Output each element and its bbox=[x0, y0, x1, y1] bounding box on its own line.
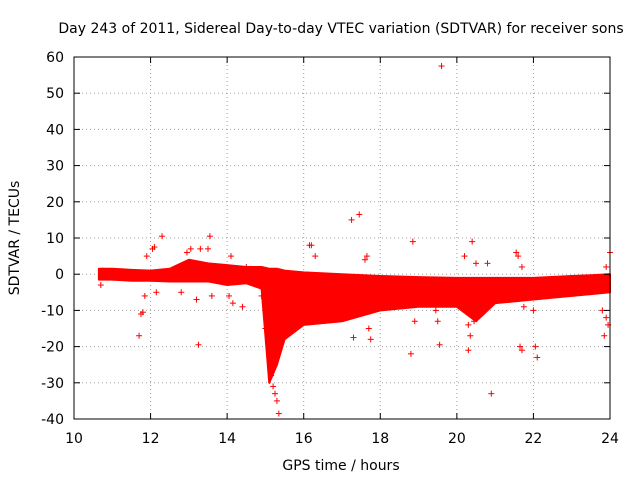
data-point bbox=[183, 249, 190, 256]
data-point bbox=[365, 325, 372, 332]
data-point bbox=[484, 260, 491, 267]
data-point bbox=[361, 256, 368, 263]
data-point bbox=[243, 263, 250, 270]
data-point bbox=[517, 343, 524, 350]
y-tick-label: 40 bbox=[46, 122, 64, 138]
x-tick-label: 16 bbox=[295, 431, 313, 447]
data-point bbox=[153, 289, 160, 296]
data-point bbox=[411, 318, 418, 325]
data-point bbox=[473, 260, 479, 267]
data-point bbox=[159, 233, 166, 240]
data-point bbox=[469, 238, 476, 245]
data-point bbox=[348, 216, 355, 223]
data-point bbox=[97, 282, 104, 289]
y-tick-label: 0 bbox=[55, 267, 64, 283]
data-point bbox=[226, 292, 233, 299]
data-point bbox=[266, 339, 273, 346]
x-tick-label: 18 bbox=[371, 431, 389, 447]
data-point bbox=[187, 245, 194, 252]
data-point bbox=[197, 245, 204, 252]
y-tick-label: 50 bbox=[46, 86, 64, 102]
data-point bbox=[603, 263, 610, 270]
x-axis-title: GPS time / hours bbox=[282, 458, 399, 474]
data-point bbox=[350, 334, 357, 341]
x-tick-label: 10 bbox=[65, 431, 83, 447]
x-tick-label: 22 bbox=[525, 431, 543, 447]
y-tick-label: 30 bbox=[46, 159, 64, 175]
y-tick-label: 10 bbox=[46, 231, 64, 247]
data-point bbox=[139, 309, 146, 316]
data-point bbox=[520, 303, 527, 310]
data-point bbox=[227, 253, 234, 260]
y-tick-label: 20 bbox=[46, 195, 64, 211]
data-point bbox=[275, 410, 282, 417]
data-point bbox=[465, 321, 472, 328]
data-point bbox=[143, 253, 150, 260]
data-point bbox=[178, 289, 185, 296]
y-axis-title: SDTVAR / TECUs bbox=[7, 181, 23, 296]
data-point bbox=[262, 325, 269, 332]
data-point bbox=[532, 343, 539, 350]
data-point bbox=[534, 354, 541, 361]
data-point bbox=[530, 307, 537, 314]
data-point bbox=[515, 253, 522, 260]
data-point bbox=[195, 341, 202, 348]
y-tick-label: -20 bbox=[41, 340, 64, 356]
data-point bbox=[258, 292, 265, 299]
data-point bbox=[193, 296, 200, 303]
y-tick-label: 60 bbox=[46, 50, 64, 66]
x-tick-label: 24 bbox=[601, 431, 619, 447]
data-points bbox=[97, 63, 613, 417]
data-point bbox=[136, 332, 143, 339]
y-tick-label: -10 bbox=[41, 303, 64, 319]
data-point bbox=[434, 318, 441, 325]
data-point bbox=[471, 318, 478, 325]
data-point bbox=[308, 242, 315, 249]
data-point bbox=[270, 383, 277, 390]
x-tick-label: 12 bbox=[142, 431, 160, 447]
data-point bbox=[438, 63, 445, 70]
data-point bbox=[273, 397, 280, 404]
data-point bbox=[518, 263, 525, 270]
data-point bbox=[239, 303, 246, 310]
data-point bbox=[356, 211, 363, 218]
x-tick-label: 20 bbox=[448, 431, 466, 447]
data-point bbox=[465, 347, 472, 354]
y-tick-label: -40 bbox=[41, 412, 64, 428]
data-point bbox=[208, 292, 215, 299]
chart-title: Day 243 of 2011, Sidereal Day-to-day VTE… bbox=[58, 21, 623, 37]
data-point bbox=[432, 307, 439, 314]
data-point bbox=[205, 245, 211, 252]
data-point bbox=[603, 314, 610, 321]
data-point bbox=[363, 253, 370, 260]
data-point bbox=[151, 244, 158, 251]
data-point bbox=[407, 350, 414, 357]
x-tick-label: 14 bbox=[218, 431, 236, 447]
data-point bbox=[99, 267, 106, 274]
tick-labels: 10 12 14 16 18 20 22 24 -40 -30 -20 -10 0 10 20 30 40 50 6… bbox=[41, 50, 619, 447]
data-point bbox=[229, 300, 236, 307]
data-point bbox=[272, 390, 278, 397]
data-point bbox=[518, 347, 525, 354]
data-point bbox=[409, 238, 416, 245]
data-point bbox=[367, 336, 374, 343]
data-point bbox=[488, 390, 495, 397]
y-tick-label: -30 bbox=[41, 376, 64, 392]
data-point bbox=[312, 253, 319, 260]
data-point bbox=[513, 249, 520, 256]
data-point bbox=[206, 233, 213, 240]
data-point bbox=[141, 292, 148, 299]
data-point bbox=[601, 332, 608, 339]
ticks bbox=[73, 56, 611, 420]
data-point bbox=[461, 253, 468, 260]
data-point bbox=[467, 332, 474, 339]
data-point bbox=[268, 372, 275, 379]
data-point bbox=[436, 341, 443, 348]
